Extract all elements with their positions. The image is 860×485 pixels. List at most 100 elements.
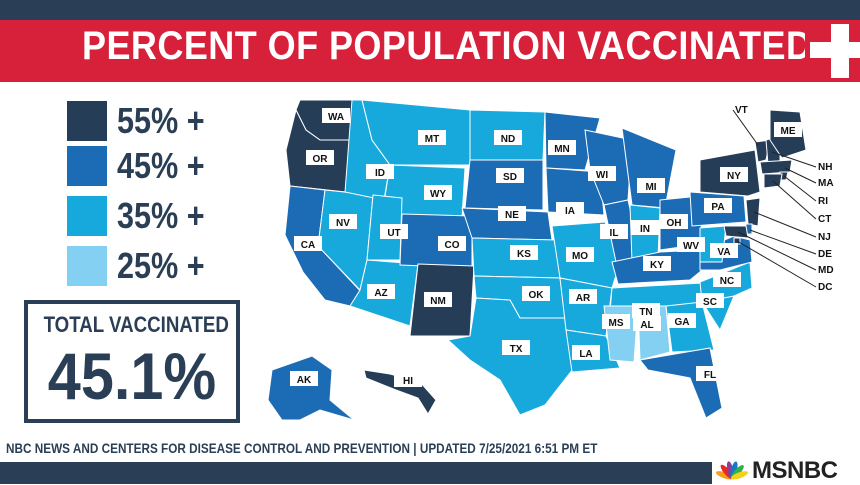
state-label-pa: PA: [711, 202, 724, 213]
state-label-box-mt: [418, 130, 446, 145]
state-label-ia: IA: [565, 206, 575, 217]
state-label-box-nv: [329, 214, 357, 229]
state-fl: [639, 347, 723, 419]
state-label-ar: AR: [576, 293, 591, 304]
legend-label-45: 45% +: [117, 145, 205, 186]
total-vaccinated-panel: TOTAL VACCINATED 45.1%: [24, 300, 240, 423]
msnbc-wordmark: MSNBC: [752, 457, 838, 484]
state-label-al: AL: [640, 320, 653, 331]
state-label-box-me: [774, 122, 802, 137]
source-credit: NBC NEWS AND CENTERS FOR DISEASE CONTROL…: [6, 440, 598, 456]
legend-label-35: 35% +: [117, 195, 205, 236]
state-sd: [464, 159, 544, 211]
state-label-nc: NC: [720, 276, 734, 287]
peacock-icon: [716, 461, 748, 480]
state-ak: [267, 355, 355, 421]
state-label-box-ne: [498, 206, 526, 221]
state-label-box-tn: [632, 303, 660, 318]
state-label-oh: OH: [667, 218, 682, 229]
total-vaccinated-label: TOTAL VACCINATED: [43, 312, 229, 337]
state-label-me: ME: [781, 126, 796, 137]
state-label-box-hi: [394, 372, 422, 387]
state-label-box-az: [367, 284, 395, 299]
state-mt: [361, 99, 471, 166]
state-label-de: DE: [818, 249, 832, 260]
state-label-box-ia: [556, 202, 584, 217]
state-label-sd: SD: [503, 172, 517, 183]
state-label-box-id: [366, 164, 394, 179]
legend-item-55: 55% +: [67, 101, 297, 141]
state-md: [723, 225, 749, 239]
leader-line-ma: [784, 167, 817, 184]
state-label-ne: NE: [505, 210, 519, 221]
state-label-hi: HI: [403, 376, 413, 387]
state-label-mn: MN: [554, 144, 570, 155]
state-label-la: LA: [579, 349, 592, 360]
leader-line-vt: [732, 109, 759, 146]
state-label-mo: MO: [572, 251, 588, 262]
leader-line-nj: [753, 211, 817, 238]
state-label-il: IL: [610, 228, 619, 239]
state-label-fl: FL: [704, 370, 716, 381]
state-label-box-al: [633, 316, 661, 331]
leader-line-ct: [772, 180, 817, 220]
state-label-in: IN: [640, 224, 650, 235]
state-label-box-sc: [696, 293, 724, 308]
state-label-box-sd: [496, 168, 524, 183]
legend-item-25: 25% +: [67, 246, 297, 286]
state-label-box-mo: [566, 247, 594, 262]
state-label-nm: NM: [430, 296, 446, 307]
state-label-ga: GA: [675, 317, 690, 328]
state-label-mi: MI: [645, 182, 656, 193]
medical-cross-icon-vertical: [831, 24, 849, 78]
legend-swatch-35: [67, 196, 107, 236]
msnbc-logo: MSNBC: [712, 456, 860, 484]
state-label-box-nd: [494, 130, 522, 145]
state-label-box-nc: [713, 272, 741, 287]
state-label-ky: KY: [650, 260, 664, 271]
state-label-box-in: [631, 220, 659, 235]
state-label-ok: OK: [529, 290, 545, 301]
state-label-nh: NH: [818, 162, 832, 173]
state-label-box-or: [306, 150, 334, 165]
top-bar: [0, 0, 860, 20]
state-label-tx: TX: [510, 344, 523, 355]
state-label-wa: WA: [328, 112, 344, 123]
legend-item-35: 35% +: [67, 196, 297, 236]
state-label-box-ny: [720, 167, 748, 182]
state-label-box-ks: [510, 245, 538, 260]
state-label-box-tx: [502, 340, 530, 355]
state-label-box-fl: [696, 366, 724, 381]
state-label-box-mi: [637, 178, 665, 193]
state-label-box-oh: [660, 214, 688, 229]
state-label-nv: NV: [336, 218, 350, 229]
state-label-box-il: [600, 224, 628, 239]
state-label-box-la: [572, 345, 600, 360]
state-label-az: AZ: [374, 288, 387, 299]
state-label-ca: CA: [301, 240, 315, 251]
state-label-ks: KS: [517, 249, 531, 260]
state-label-md: MD: [818, 265, 834, 276]
state-label-box-wy: [424, 185, 452, 200]
legend-label-25: 25% +: [117, 245, 205, 286]
state-label-ak: AK: [297, 375, 312, 386]
legend-swatch-55: [67, 101, 107, 141]
state-tx: [446, 297, 581, 416]
state-ma: [759, 159, 793, 175]
state-label-ma: MA: [818, 178, 834, 189]
state-mi: [621, 127, 677, 209]
state-label-tn: TN: [639, 307, 652, 318]
leader-line-de: [749, 229, 817, 255]
state-label-vt: VT: [735, 105, 748, 116]
state-label-box-wi: [588, 166, 616, 181]
state-label-mt: MT: [425, 134, 439, 145]
state-label-box-va: [710, 243, 738, 258]
leader-line-nh: [771, 151, 817, 168]
state-label-sc: SC: [703, 297, 717, 308]
state-label-co: CO: [445, 240, 460, 251]
state-label-box-ga: [668, 313, 696, 328]
state-label-nd: ND: [501, 134, 515, 145]
state-label-box-mn: [548, 140, 576, 155]
state-label-ut: UT: [387, 228, 400, 239]
